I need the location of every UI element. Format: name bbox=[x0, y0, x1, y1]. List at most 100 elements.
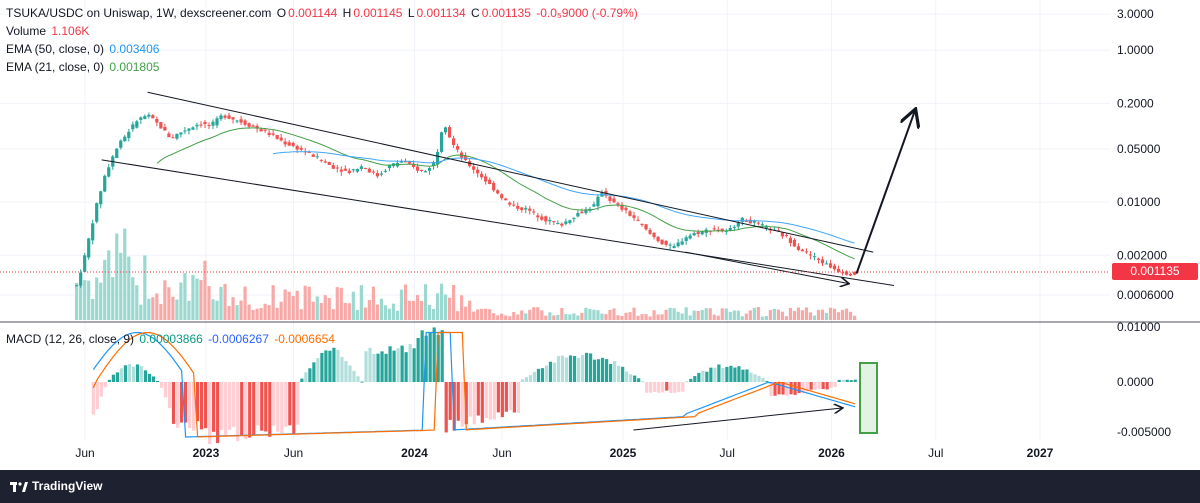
volume-bar bbox=[183, 273, 187, 320]
macd-histogram-bar bbox=[580, 354, 585, 382]
candle-body bbox=[251, 125, 255, 127]
macd-histogram-bar bbox=[757, 375, 761, 382]
candle-body bbox=[351, 169, 355, 171]
volume-bar bbox=[291, 296, 295, 320]
macd-histogram-bar bbox=[272, 382, 276, 426]
volume-bar bbox=[115, 233, 119, 320]
volume-bar bbox=[427, 304, 432, 320]
volume-bar bbox=[243, 286, 247, 320]
volume-bar bbox=[299, 309, 303, 320]
candle-body bbox=[359, 166, 363, 169]
candle-body bbox=[616, 203, 620, 205]
time-tick-label: Jun bbox=[75, 446, 94, 460]
symbol-legend: TSUKA/USDC on Uniswap, 1W, dexscreener.c… bbox=[6, 6, 640, 20]
macd-histogram-bar bbox=[464, 382, 468, 425]
candle-body bbox=[275, 135, 279, 139]
candle-body bbox=[768, 229, 772, 231]
volume-bar bbox=[528, 309, 532, 320]
macd-histogram-bar bbox=[280, 382, 284, 434]
macd-histogram-bar bbox=[296, 382, 300, 425]
candle-body bbox=[267, 132, 271, 136]
macd-histogram-bar bbox=[504, 382, 508, 412]
volume-bar bbox=[443, 294, 448, 320]
candle-body bbox=[131, 124, 135, 130]
candle-body bbox=[119, 140, 123, 148]
macd-histogram-bar bbox=[773, 382, 777, 396]
macd-histogram-bar bbox=[669, 382, 673, 394]
candle-body bbox=[508, 202, 512, 205]
macd-histogram-bar bbox=[685, 381, 689, 383]
price-axis[interactable]: 3.0000 1.0000 0.2000 0.05000 0.01000 0.002000… bbox=[1117, 7, 1174, 302]
volume-bar bbox=[624, 312, 628, 320]
candle-body bbox=[75, 285, 79, 287]
macd-histogram-bar bbox=[448, 382, 452, 420]
candle-body bbox=[339, 169, 343, 172]
volume-bar bbox=[191, 274, 195, 320]
macd-histogram-bar bbox=[99, 382, 103, 397]
candle-body bbox=[107, 167, 111, 177]
macd-histogram-bar bbox=[617, 365, 621, 382]
macd-histogram-bar bbox=[460, 382, 464, 427]
volume-bar bbox=[648, 316, 652, 320]
candle-body bbox=[492, 182, 496, 191]
candle-body bbox=[435, 151, 440, 165]
candle-body bbox=[796, 246, 801, 250]
ema21-legend[interactable]: EMA (21, close, 0) 0.001805 bbox=[6, 60, 161, 74]
volume-bar bbox=[728, 311, 732, 320]
candle-body bbox=[748, 219, 752, 224]
macd-histogram-bar bbox=[392, 350, 396, 382]
candle-body bbox=[371, 171, 375, 173]
volume-bar bbox=[351, 291, 355, 320]
volume-bar bbox=[836, 312, 841, 320]
macd-histogram-bar bbox=[761, 377, 765, 382]
macd-histogram-bar bbox=[605, 359, 609, 382]
time-tick-label: 2024 bbox=[401, 446, 428, 460]
candle-body bbox=[219, 115, 223, 120]
macd-histogram-bar bbox=[171, 382, 176, 424]
macd-axis[interactable]: 0.01000 0.0000 -0.005000 bbox=[1117, 320, 1171, 439]
symbol-title[interactable]: TSUKA/USDC on Uniswap, 1W, dexscreener.c… bbox=[6, 6, 272, 20]
macd-histogram-bar bbox=[123, 365, 128, 382]
tradingview-logo[interactable]: TradingView bbox=[10, 479, 102, 493]
volume-bar bbox=[411, 300, 416, 320]
macd-legend[interactable]: MACD (12, 26, close, 9) 0.00003866 -0.00… bbox=[6, 332, 337, 346]
volume-bar bbox=[311, 301, 315, 320]
volume-bar bbox=[343, 302, 347, 320]
volume-bar bbox=[732, 310, 736, 320]
candle-body bbox=[323, 161, 327, 163]
time-axis[interactable]: Jun 2023 Jun 2024 Jun 2025 Jul 2026 Jul 2027 bbox=[75, 446, 1053, 460]
volume-bar bbox=[359, 285, 363, 320]
volume-legend[interactable]: Volume 1.106K bbox=[6, 24, 91, 38]
ema50-legend[interactable]: EMA (50, close, 0) 0.003406 bbox=[6, 42, 161, 56]
volume-bar bbox=[564, 314, 568, 320]
candle-body bbox=[484, 176, 488, 182]
volume-bar bbox=[383, 305, 388, 320]
tradingview-icon bbox=[10, 481, 28, 492]
macd-histogram-bar bbox=[220, 382, 224, 431]
macd-histogram-bar bbox=[673, 382, 677, 393]
candle-body bbox=[247, 123, 251, 127]
macd-histogram-bar bbox=[276, 382, 280, 432]
macd-histogram-bar bbox=[143, 370, 148, 382]
candle-body bbox=[808, 254, 813, 256]
ema50-label: EMA (50, close, 0) bbox=[6, 42, 105, 56]
volume-bar bbox=[516, 314, 520, 320]
macd-histogram-bar bbox=[697, 372, 701, 382]
macd-histogram-bar bbox=[440, 330, 444, 382]
macd-histogram-bar bbox=[91, 382, 95, 415]
candle-body bbox=[836, 268, 841, 272]
volume-bar bbox=[303, 285, 307, 320]
candle-body bbox=[207, 125, 211, 127]
macd-histogram-bar bbox=[436, 335, 440, 382]
volume-bar bbox=[167, 287, 171, 320]
macd-histogram-bar bbox=[677, 382, 681, 393]
macd-histogram-bar bbox=[232, 382, 236, 427]
volume-bar bbox=[680, 313, 684, 320]
macd-histogram-bar bbox=[240, 382, 244, 436]
macd-histogram-bar bbox=[560, 355, 565, 382]
candle-body bbox=[752, 220, 756, 223]
macd-histogram-bar bbox=[328, 350, 332, 382]
volume-bar bbox=[480, 308, 484, 320]
candle-body bbox=[419, 169, 424, 171]
